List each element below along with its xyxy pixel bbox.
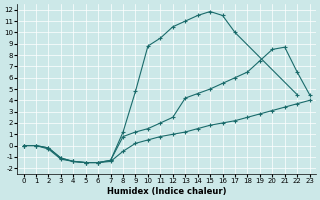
X-axis label: Humidex (Indice chaleur): Humidex (Indice chaleur) <box>107 187 226 196</box>
